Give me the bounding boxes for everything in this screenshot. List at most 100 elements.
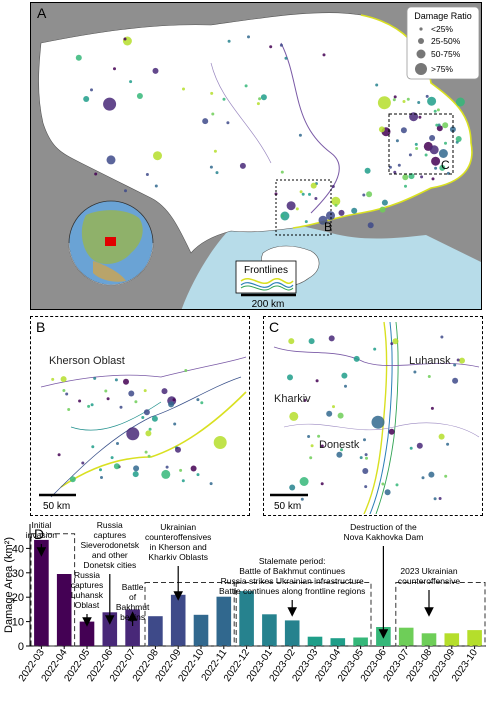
damage-point bbox=[196, 473, 200, 477]
damage-point bbox=[392, 338, 399, 345]
damage-point bbox=[431, 156, 441, 166]
damage-point bbox=[152, 67, 159, 74]
damage-point bbox=[211, 112, 215, 116]
damage-point bbox=[459, 357, 465, 364]
globe-inset bbox=[68, 200, 154, 286]
bar bbox=[284, 620, 300, 646]
damage-point bbox=[99, 468, 102, 472]
damage-point bbox=[429, 145, 439, 155]
panel-letter-a: A bbox=[37, 5, 47, 21]
donbas-map-svg: 50 km bbox=[270, 321, 480, 515]
damage-point bbox=[402, 174, 409, 181]
damage-point bbox=[269, 45, 273, 49]
damage-point bbox=[247, 35, 250, 39]
damage-point bbox=[124, 189, 127, 193]
damage-point bbox=[222, 97, 226, 101]
damage-point bbox=[75, 54, 82, 61]
damage-point bbox=[287, 374, 293, 381]
damage-point bbox=[244, 84, 248, 88]
damage-point bbox=[364, 485, 368, 489]
river-line bbox=[210, 62, 272, 164]
damage-point bbox=[113, 67, 116, 71]
y-tick-label: 30 bbox=[12, 568, 24, 580]
damage-point bbox=[258, 97, 262, 101]
damage-point bbox=[106, 155, 116, 165]
damage-point bbox=[288, 338, 295, 345]
annotation-text: 2023 Ukrainian counteroffensive bbox=[398, 566, 460, 586]
y-axis-label: Damage Area (km²) bbox=[3, 537, 15, 633]
damage-point bbox=[113, 463, 120, 470]
period-box bbox=[30, 533, 76, 647]
damage-points bbox=[287, 335, 465, 501]
damage-point bbox=[81, 461, 85, 465]
legend-title: Damage Ratio bbox=[414, 11, 472, 21]
damage-point bbox=[315, 379, 319, 383]
scale-label: 50 km bbox=[274, 501, 301, 512]
y-tick-label: 0 bbox=[18, 641, 24, 653]
damage-point bbox=[116, 442, 119, 445]
damage-area-chart: D 0 10 20 30 40 Damage Area (km²) 2022-03 2022-… bbox=[0, 516, 488, 710]
damage-point bbox=[328, 335, 335, 342]
annotation-text: Russia captures Sieverodonetsk and other Don… bbox=[81, 520, 140, 570]
damage-point bbox=[431, 177, 435, 181]
damage-point bbox=[444, 474, 448, 478]
damage-point bbox=[408, 173, 415, 180]
damage-point bbox=[281, 214, 285, 218]
damage-point bbox=[359, 456, 363, 460]
damage-point bbox=[274, 192, 278, 196]
damage-point bbox=[364, 453, 368, 457]
legend-item: <25% bbox=[431, 24, 453, 34]
damage-point bbox=[379, 206, 386, 213]
frontlines-legend: Frontlines bbox=[235, 260, 297, 294]
damage-point bbox=[417, 101, 421, 104]
damage-point bbox=[133, 465, 140, 472]
damage-points bbox=[75, 35, 465, 229]
damage-point bbox=[388, 165, 392, 169]
damage-point bbox=[51, 377, 55, 381]
damage-point bbox=[123, 37, 127, 41]
damage-point bbox=[337, 412, 344, 419]
damage-point bbox=[442, 122, 449, 129]
damage-point bbox=[413, 370, 417, 374]
damage-point bbox=[397, 163, 401, 167]
damage-point bbox=[298, 133, 302, 137]
damage-point bbox=[299, 190, 303, 194]
damage-point bbox=[280, 211, 290, 221]
damage-point bbox=[331, 196, 341, 206]
damage-point bbox=[364, 167, 371, 174]
damage-point bbox=[93, 376, 97, 380]
inset-c-label: C bbox=[441, 158, 450, 172]
damage-point bbox=[452, 377, 459, 384]
damage-point bbox=[184, 369, 188, 372]
damage-point bbox=[106, 397, 110, 401]
damage-point bbox=[362, 193, 366, 197]
damage-point bbox=[341, 372, 348, 379]
donbas-map: 50 km C Luhansk Kharkiv Donestk bbox=[263, 316, 483, 516]
damage-point bbox=[336, 451, 343, 458]
damage-point bbox=[308, 192, 311, 196]
damage-point bbox=[408, 153, 412, 157]
damage-point bbox=[145, 173, 149, 176]
period-box bbox=[235, 582, 372, 647]
damage-point bbox=[365, 456, 368, 460]
bar bbox=[34, 539, 49, 646]
damage-point bbox=[172, 398, 176, 402]
period-box bbox=[395, 582, 486, 647]
frontlines-label: Frontlines bbox=[244, 265, 288, 276]
damage-point bbox=[416, 442, 423, 449]
damage-point bbox=[308, 338, 315, 345]
bar bbox=[216, 596, 232, 646]
damage-point bbox=[60, 376, 67, 383]
damage-point bbox=[62, 389, 66, 392]
damage-point bbox=[202, 118, 209, 125]
damage-point bbox=[94, 172, 98, 176]
bar bbox=[307, 636, 323, 646]
damage-point bbox=[299, 477, 309, 486]
damage-point bbox=[446, 442, 450, 446]
damage-point bbox=[90, 88, 93, 92]
damage-point bbox=[384, 489, 391, 496]
damage-point bbox=[362, 468, 369, 474]
damage-point bbox=[377, 96, 391, 110]
damage-point bbox=[134, 400, 138, 404]
damage-point bbox=[132, 471, 139, 478]
